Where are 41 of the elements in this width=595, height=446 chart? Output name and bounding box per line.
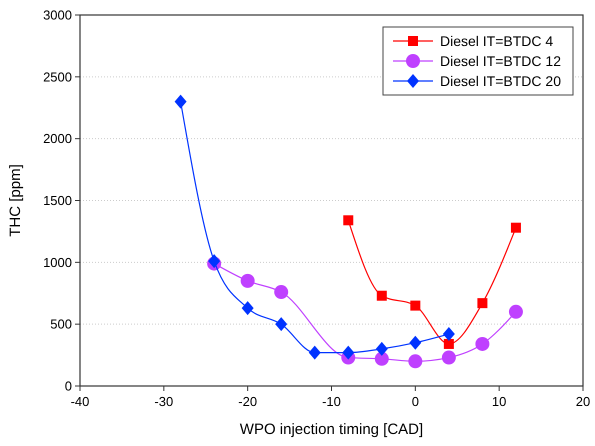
y-tick-label: 2000 bbox=[43, 131, 72, 146]
point bbox=[376, 290, 387, 301]
point bbox=[410, 300, 420, 311]
y-axis-title: THC [ppm] bbox=[7, 164, 24, 237]
point bbox=[508, 304, 523, 319]
point bbox=[510, 222, 521, 233]
point bbox=[409, 336, 422, 350]
x-axis-title: WPO injection timing [CAD] bbox=[240, 421, 424, 438]
point bbox=[240, 274, 255, 288]
point bbox=[442, 350, 456, 365]
legend-label: Diesel IT=BTDC 4 bbox=[440, 33, 554, 49]
point bbox=[376, 342, 388, 356]
x-tick-label: 20 bbox=[576, 394, 590, 409]
point bbox=[374, 352, 389, 366]
y-tick-label: 1500 bbox=[43, 193, 72, 208]
point bbox=[343, 215, 354, 226]
point bbox=[408, 354, 422, 368]
point bbox=[275, 317, 288, 332]
y-tick-label: 2500 bbox=[43, 69, 72, 84]
point bbox=[242, 301, 254, 316]
point bbox=[475, 336, 490, 351]
x-tick-label: -20 bbox=[238, 394, 258, 409]
x-tick-label: -40 bbox=[70, 394, 90, 409]
point bbox=[174, 94, 187, 109]
y-tick-label: 0 bbox=[64, 378, 72, 394]
x-tick-label: 10 bbox=[492, 394, 506, 409]
point bbox=[477, 298, 488, 308]
point bbox=[444, 338, 454, 349]
y-tick-label: 1000 bbox=[43, 254, 72, 270]
x-tick-label: -30 bbox=[154, 394, 174, 409]
point bbox=[442, 327, 455, 342]
y-tick-label: 3000 bbox=[43, 8, 72, 22]
point bbox=[342, 346, 354, 360]
legend-label: Diesel IT=BTDC 12 bbox=[440, 53, 562, 69]
y-tick-label: 500 bbox=[50, 316, 72, 332]
x-tick-label: 0 bbox=[412, 394, 419, 409]
legend-label: Diesel IT=BTDC 20 bbox=[440, 73, 562, 89]
x-tick-label: -10 bbox=[322, 394, 341, 409]
point bbox=[208, 254, 220, 268]
point bbox=[274, 285, 288, 300]
point bbox=[308, 346, 321, 360]
